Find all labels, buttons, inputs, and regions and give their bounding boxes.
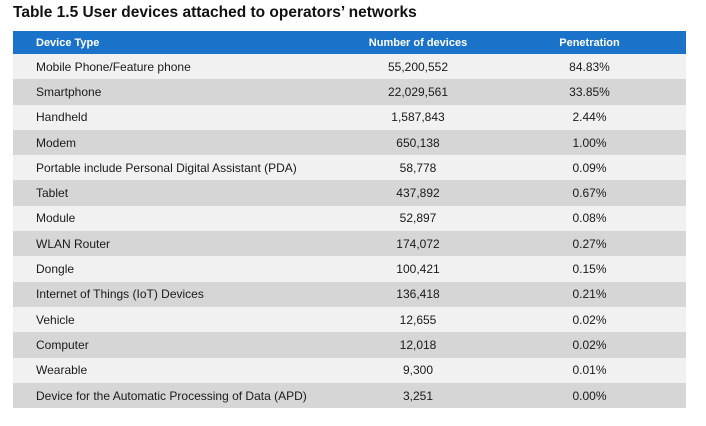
table-row: Handheld 1,587,843 2.44% xyxy=(13,104,686,130)
cell-penetration: 84.83% xyxy=(569,59,610,74)
table-row: Wearable 9,300 0.01% xyxy=(13,357,686,383)
cell-number-of-devices: 12,655 xyxy=(399,312,437,327)
devices-table: Device Type Number of devices Penetratio… xyxy=(13,31,686,409)
cell-device-type: Mobile Phone/Feature phone xyxy=(36,59,191,74)
cell-penetration: 0.21% xyxy=(572,287,607,302)
table-title: Table 1.5 User devices attached to opera… xyxy=(13,4,417,21)
table-row: Device for the Automatic Processing of D… xyxy=(13,382,686,409)
cell-device-type: Module xyxy=(36,211,76,226)
table-row: Smartphone 22,029,561 33.85% xyxy=(13,79,686,105)
table-row: Vehicle 12,655 0.02% xyxy=(13,306,686,333)
cell-penetration: 0.15% xyxy=(572,262,607,277)
cell-device-type: Wearable xyxy=(36,363,88,378)
table-row: Computer 12,018 0.02% xyxy=(13,332,686,358)
cell-penetration: 2.44% xyxy=(572,110,607,125)
table-row: Modem 650,138 1.00% xyxy=(13,129,686,156)
cell-penetration: 1.00% xyxy=(572,135,607,150)
table-row: Tablet 437,892 0.67% xyxy=(13,180,686,206)
cell-number-of-devices: 55,200,552 xyxy=(387,59,449,74)
cell-number-of-devices: 136,418 xyxy=(396,287,440,302)
cell-device-type: Modem xyxy=(36,135,77,150)
cell-penetration: 0.00% xyxy=(572,388,607,403)
cell-penetration: 0.02% xyxy=(572,312,607,327)
table-row: WLAN Router 174,072 0.27% xyxy=(13,231,686,257)
cell-number-of-devices: 58,778 xyxy=(399,160,437,175)
cell-number-of-devices: 52,897 xyxy=(399,211,437,226)
header-penetration: Penetration xyxy=(559,36,620,49)
cell-device-type: WLAN Router xyxy=(36,236,111,251)
cell-penetration: 0.09% xyxy=(572,160,607,175)
table-row: Module 52,897 0.08% xyxy=(13,205,686,232)
header-number-of-devices: Number of devices xyxy=(368,36,468,49)
cell-device-type: Device for the Automatic Processing of D… xyxy=(36,388,307,403)
cell-penetration: 0.02% xyxy=(572,337,607,352)
cell-device-type: Internet of Things (IoT) Devices xyxy=(36,287,204,302)
cell-device-type: Tablet xyxy=(36,186,69,201)
cell-penetration: 0.27% xyxy=(572,236,607,251)
table-header-row: Device Type Number of devices Penetratio… xyxy=(13,31,686,54)
cell-number-of-devices: 650,138 xyxy=(396,135,440,150)
cell-device-type: Vehicle xyxy=(36,312,75,327)
cell-number-of-devices: 22,029,561 xyxy=(387,84,449,99)
table-row: Mobile Phone/Feature phone 55,200,552 84.8… xyxy=(13,54,686,80)
cell-number-of-devices: 100,421 xyxy=(396,262,440,277)
cell-number-of-devices: 9,300 xyxy=(402,363,434,378)
cell-device-type: Computer xyxy=(36,337,89,352)
table-row: Portable include Personal Digital Assist… xyxy=(13,155,686,181)
table-row: Dongle 100,421 0.15% xyxy=(13,256,686,282)
cell-number-of-devices: 437,892 xyxy=(396,186,440,201)
cell-penetration: 0.08% xyxy=(572,211,607,226)
cell-device-type: Portable include Personal Digital Assist… xyxy=(36,160,297,175)
cell-number-of-devices: 174,072 xyxy=(396,236,440,251)
cell-penetration: 0.01% xyxy=(572,363,607,378)
cell-device-type: Handheld xyxy=(36,110,88,125)
cell-device-type: Dongle xyxy=(36,262,75,277)
cell-penetration: 33.85% xyxy=(569,84,610,99)
cell-device-type: Smartphone xyxy=(36,84,102,99)
header-device-type: Device Type xyxy=(36,36,100,49)
cell-number-of-devices: 3,251 xyxy=(402,388,434,403)
table-row: Internet of Things (IoT) Devices 136,418 0… xyxy=(13,281,686,307)
cell-number-of-devices: 1,587,843 xyxy=(391,110,445,125)
cell-number-of-devices: 12,018 xyxy=(399,337,437,352)
cell-penetration: 0.67% xyxy=(572,186,607,201)
table-body: Mobile Phone/Feature phone 55,200,552 84.8… xyxy=(13,54,686,409)
